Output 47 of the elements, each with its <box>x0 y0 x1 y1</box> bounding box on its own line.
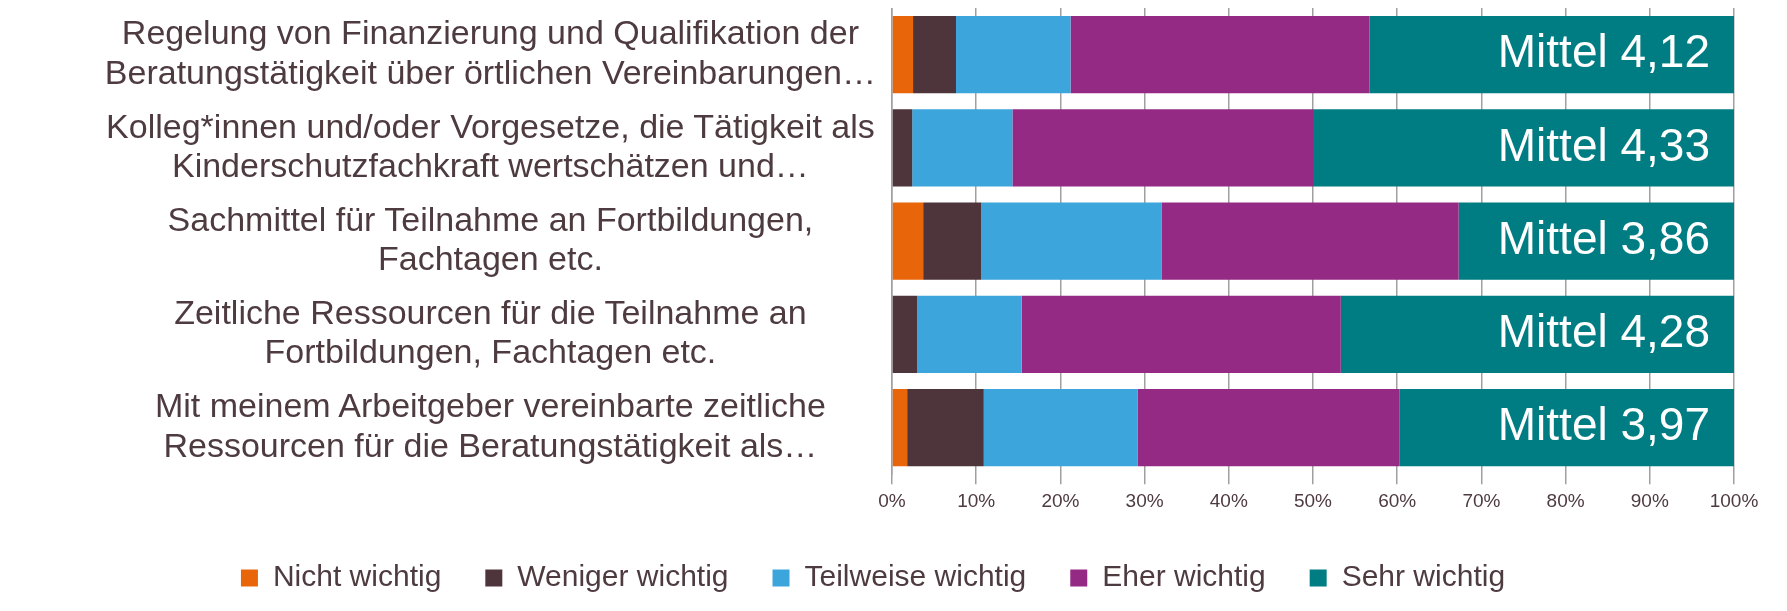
y-tick-label: Zeitliche Ressourcen für die Teilnahme an Fortbildungen, Fachtagen etc. <box>174 293 807 371</box>
bar <box>983 388 1138 467</box>
bar <box>892 388 908 467</box>
bar <box>892 109 913 187</box>
bar <box>955 15 1071 94</box>
bar <box>981 202 1162 280</box>
annotation: Mittel 4,33 <box>1497 118 1710 171</box>
legend-label: Nicht wichtig <box>272 559 442 593</box>
legend-label: Sehr wichtig <box>1341 559 1506 593</box>
x-tick-label: 40% <box>1209 489 1248 511</box>
legend-label: Eher wichtig <box>1102 559 1266 593</box>
bar <box>907 388 984 467</box>
bar <box>1161 202 1459 280</box>
x-tick-label: 60% <box>1378 489 1417 511</box>
y-tick-label: Sachmittel für Teilnahme an Fortbildungen, Fachtagen etc. <box>167 199 814 278</box>
y-tick-label: Mit meinem Arbeitgeber vereinbarte zeitliche Ressourcen für die Beratungstätigkeit als… <box>154 386 826 464</box>
bar <box>917 295 1022 374</box>
x-tick-label: 70% <box>1462 489 1501 511</box>
bar <box>1070 15 1370 94</box>
bar <box>912 109 1013 187</box>
x-tick-label: 30% <box>1125 489 1164 511</box>
bar <box>1021 295 1341 374</box>
annotation: Mittel 3,97 <box>1497 398 1710 451</box>
x-tick-label: 80% <box>1546 489 1585 511</box>
legend-label: Weniger wichtig <box>517 559 729 593</box>
bar <box>1012 109 1313 187</box>
annotation: Mittel 3,86 <box>1497 211 1710 264</box>
x-tick-label: 10% <box>957 489 996 511</box>
legend-label: Teilweise wichtig <box>804 559 1027 593</box>
bar <box>1137 388 1400 467</box>
y-tick-label: Regelung von Finanzierung und Qualifikation der Beratungstätigkeit über örtlichen Vereinbarungen… <box>104 13 877 91</box>
bar <box>1313 109 1734 187</box>
x-tick-label: 50% <box>1293 489 1333 511</box>
bar <box>892 15 914 94</box>
bar <box>892 295 918 374</box>
bar <box>913 15 956 94</box>
bar <box>1340 295 1734 374</box>
x-tick-label: 20% <box>1041 489 1080 511</box>
bar <box>923 202 982 280</box>
bar <box>892 202 924 280</box>
bar <box>1369 15 1734 94</box>
x-tick-label: 0% <box>878 489 906 511</box>
y-tick-label: Kolleg*innen und/oder Vorgesetze, die Tätigkeit als Kinderschutzfachkraft wertschätzen und… <box>106 106 875 184</box>
annotation: Mittel 4,12 <box>1497 25 1710 78</box>
x-tick-label: 100% <box>1709 489 1759 511</box>
x-tick-label: 90% <box>1630 489 1669 511</box>
annotation: Mittel 4,28 <box>1497 305 1710 358</box>
